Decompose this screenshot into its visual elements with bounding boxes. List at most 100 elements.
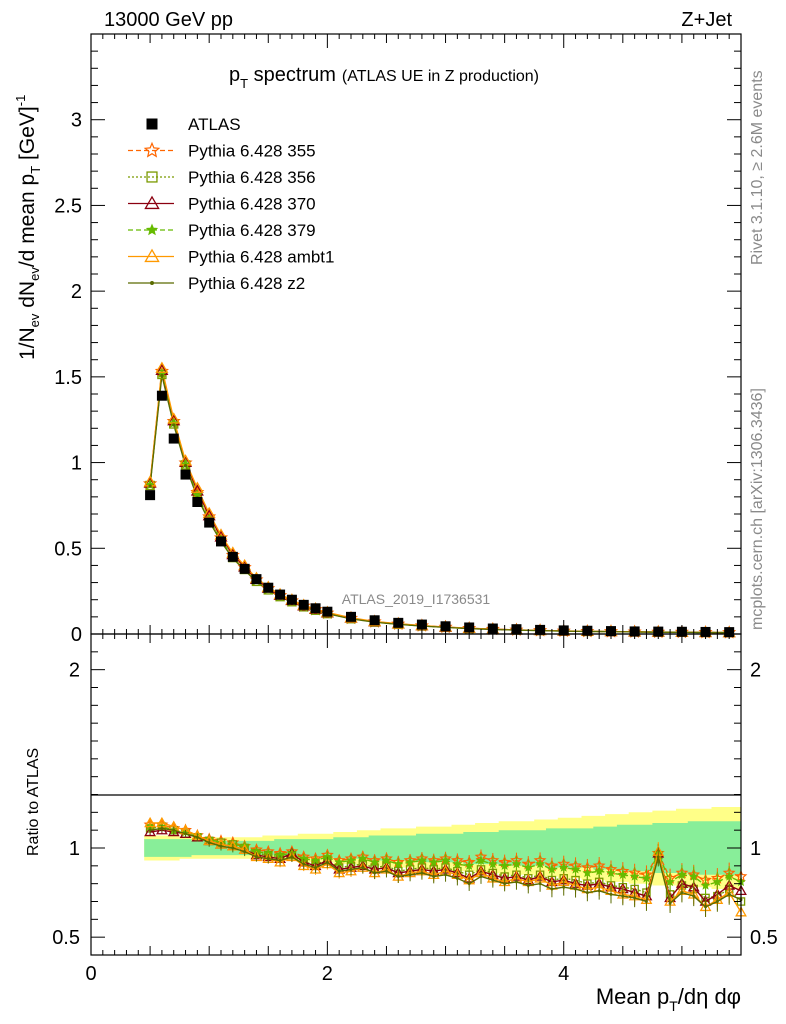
legend-entry-3: Pythia 6.428 370 [128, 195, 316, 214]
legend-label: Pythia 6.428 355 [188, 142, 316, 161]
ratio-marker-s5-33 [538, 882, 542, 886]
ratio-uncertainty-bands [144, 807, 741, 889]
atlas-point-0 [145, 490, 156, 501]
ratio-marker-s5-22 [408, 873, 412, 877]
atlas-point-1 [156, 390, 167, 401]
atlas-point-22 [487, 623, 498, 634]
ratio-marker-s5-38 [597, 889, 601, 893]
ratio-marker-s3-17 [346, 855, 356, 865]
ratio-marker-s5-23 [420, 871, 424, 875]
ratio-marker-s5-36 [574, 887, 577, 891]
ratio-marker-s5-7 [231, 846, 235, 850]
title-p: p [229, 64, 240, 86]
ratio-marker-s3-23 [416, 855, 427, 865]
ratio-marker-s3-27 [464, 860, 475, 870]
ratio-marker-s5-19 [373, 871, 377, 875]
ratio-marker-s3-37 [582, 867, 593, 878]
ratio-panel-series [143, 816, 748, 923]
ratio-marker-s5-29 [491, 878, 495, 882]
ratio-marker-s5-46 [692, 894, 696, 898]
ratio-marker-s5-4 [195, 835, 199, 839]
atlas-point-9 [251, 574, 262, 585]
ratio-marker-s3-24 [428, 857, 439, 867]
upper-ytick-label-3: 3 [71, 110, 82, 132]
ratio-marker-s3-38 [594, 866, 605, 876]
ratio-marker-s3-47 [700, 880, 711, 890]
ratio-marker-s5-1 [160, 826, 164, 830]
ratio-marker-s5-17 [349, 867, 353, 871]
ratio-marker-s3-48 [712, 876, 723, 887]
ratio-marker-s5-32 [526, 884, 530, 887]
upper-ytick-label-2.5: 2.5 [54, 195, 82, 217]
atlas-point-7 [227, 551, 238, 562]
legend-label: Pythia 6.428 370 [188, 195, 316, 214]
ratio-marker-s5-26 [455, 876, 459, 880]
ratio-marker-s3-41 [629, 871, 640, 881]
ratio-marker-s5-37 [585, 891, 589, 895]
ratio-marker-s2-0 [144, 825, 157, 837]
ratio-marker-s3-31 [511, 858, 522, 869]
ratio-marker-s3-44 [665, 876, 676, 887]
legend-entry-1: Pythia 6.428 355 [128, 142, 316, 161]
legend-marker-3 [144, 195, 160, 210]
legend-entry-2: Pythia 6.428 356 [128, 168, 316, 187]
ratio-marker-s3-34 [546, 864, 557, 874]
upper-marker-s5-2 [172, 423, 176, 427]
ratio-marker-s3-32 [523, 862, 534, 872]
ratio-ytick-label-2: 2 [69, 660, 80, 682]
legend: ATLAS Pythia 6.428 355 Pythia 6.428 356 Pyt… [128, 115, 334, 293]
legend-marker-2 [146, 171, 158, 183]
ratio-marker-s5-0 [148, 828, 152, 832]
atlas-point-15 [322, 606, 333, 617]
ratio-marker-s3-49 [724, 871, 735, 881]
legend-label: Pythia 6.428 356 [188, 168, 316, 187]
ratio-marker-s5-45 [680, 891, 684, 895]
legend-entry-5: Pythia 6.428 ambt1 [128, 248, 334, 267]
upper-marker-s5-3 [183, 464, 188, 468]
xtick-label-4: 4 [558, 963, 569, 985]
chart-title: pT spectrum (ATLAS UE in Z production) [229, 64, 539, 91]
atlas-point-14 [310, 603, 321, 614]
atlas-point-3 [180, 469, 191, 480]
ratio-marker-s3-29 [487, 858, 498, 869]
ratio-marker-s5-18 [361, 866, 365, 870]
atlas-point-13 [298, 599, 309, 610]
title-p-sub: T [240, 76, 248, 91]
axis-ticks: 00.511.522.530.5 0.51 12 20 2 4 [52, 34, 778, 985]
ratio-marker-s5-49 [727, 892, 731, 896]
legend-marker-4 [145, 223, 159, 236]
legend-marker-0 [146, 118, 158, 130]
ratio-marker-s5-3 [184, 832, 187, 836]
ratio-marker-s5-44 [668, 901, 672, 905]
legend-marker-5 [144, 248, 160, 263]
ratio-marker-s5-43 [656, 855, 660, 859]
upper-marker-s5-1 [160, 373, 164, 378]
ratio-ytick-label-right-2: 2 [750, 660, 761, 682]
header-left: 13000 GeV pp [104, 9, 233, 31]
ratio-marker-s5-39 [609, 892, 613, 896]
atlas-point-21 [464, 622, 475, 633]
ratio-marker-s5-28 [479, 875, 483, 878]
ratio-y-axis-label: Ratio to ATLAS [25, 748, 42, 856]
x-axis-label: Mean pT/dη dφ [596, 984, 741, 1014]
upper-marker-s4-5 [202, 506, 216, 519]
ratio-marker-s5-13 [302, 862, 306, 866]
title-sub: (ATLAS UE in Z production) [342, 68, 539, 85]
ratio-marker-s5-11 [278, 859, 282, 862]
ratio-marker-s5-9 [255, 855, 258, 859]
ratio-marker-s4-11 [274, 856, 287, 867]
ratio-marker-s3-16 [334, 857, 345, 867]
atlas-point-8 [239, 563, 250, 574]
legend-label: ATLAS [188, 115, 241, 134]
ratio-marker-s5-21 [396, 875, 400, 878]
ratio-ytick-label-0.5: 0.5 [52, 927, 80, 949]
upper-marker-s4-4 [190, 481, 204, 493]
ratio-marker-s5-15 [325, 860, 329, 864]
atlas-point-4 [192, 497, 203, 507]
ratio-marker-s3-22 [405, 857, 416, 867]
ratio-marker-s5-6 [219, 844, 223, 848]
ratio-marker-s5-20 [385, 869, 388, 873]
ratio-marker-s5-25 [444, 873, 447, 877]
ratio-marker-s5-24 [432, 875, 436, 878]
atlas-point-5 [204, 517, 215, 528]
